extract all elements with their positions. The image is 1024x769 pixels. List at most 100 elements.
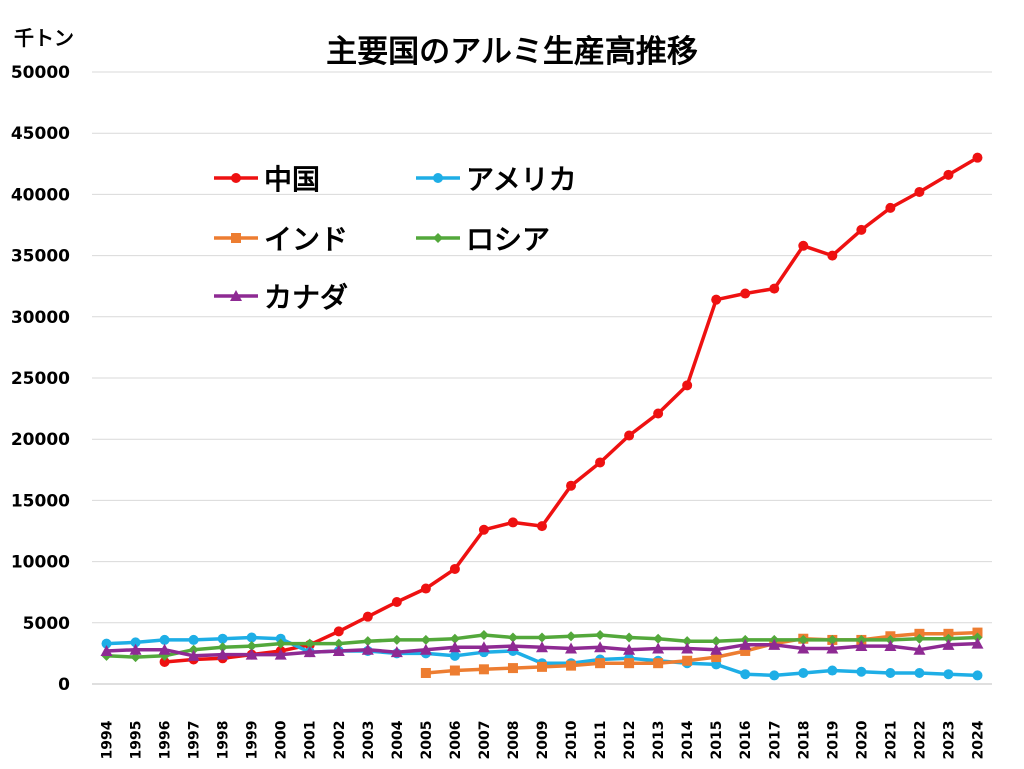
data-point [827,665,838,676]
x-tick-label: 1994 [100,720,116,759]
data-point [217,642,228,653]
data-point [478,524,489,535]
y-tick-label: 25000 [11,369,70,389]
data-point [478,630,489,641]
legend-label-india: インド [264,223,349,256]
data-point [971,637,984,649]
data-point [943,669,954,680]
data-point [942,638,955,650]
data-point [653,408,664,419]
data-point [231,233,241,243]
data-point [216,648,229,660]
data-point [943,169,954,180]
legend-label-canada: カナダ [264,281,349,314]
data-point [448,641,461,653]
data-point [653,633,664,644]
data-point [740,645,751,656]
data-point [566,660,577,671]
y-tick-label: 15000 [11,491,70,511]
data-point [274,648,287,660]
data-point [537,632,547,643]
data-point [972,632,983,643]
data-point [303,646,316,658]
x-tick-label: 1999 [245,721,261,760]
data-point [231,173,241,183]
data-point [246,641,257,652]
data-point [275,638,286,649]
data-point [595,658,606,669]
x-tick-label: 2023 [941,721,957,760]
data-point [856,634,867,645]
y-axis-tick-labels: 0 5000 10000 15000 20000 25000 30000 35000 40000… [11,63,70,695]
legend-item-china: 中国 [212,160,320,196]
legend-swatch-india [214,233,258,243]
data-point [914,667,925,678]
x-tick-label: 2000 [274,720,290,759]
x-tick-label: 2007 [477,721,493,760]
data-point [433,233,443,243]
data-point [536,641,548,653]
x-tick-label: 2001 [303,721,319,760]
x-tick-label: 2017 [767,721,783,760]
legend-item-usa: アメリカ [414,160,577,196]
data-point [362,611,373,622]
x-tick-label: 1998 [216,721,232,760]
data-point [420,634,431,645]
x-tick-label: 2015 [709,721,725,760]
x-tick-label: 2024 [970,720,986,759]
data-point [884,640,897,652]
data-point [681,642,694,654]
data-point [333,626,344,637]
data-point [768,638,781,650]
x-tick-label: 1996 [158,721,174,760]
data-point [739,638,752,650]
legend: 中国 アメリカ インド ロシア カナダ [212,160,632,320]
x-tick-label: 2011 [593,721,609,760]
data-point [449,665,460,676]
data-point [624,430,635,441]
data-point [449,650,460,661]
x-tick-label: 2019 [825,721,841,760]
x-tick-label: 2022 [912,721,928,760]
data-point [972,670,983,681]
y-tick-label: 5000 [23,614,70,634]
data-point [914,633,925,644]
data-point [245,648,258,660]
data-point [100,644,113,656]
data-point [230,290,242,301]
data-point [885,667,896,678]
data-point [624,658,635,669]
data-point [332,644,345,656]
data-point [710,643,723,655]
data-point [159,656,170,667]
data-point [537,521,547,532]
data-point [188,644,199,655]
x-tick-label: 2009 [535,721,551,760]
data-point [130,637,141,648]
data-point [856,224,867,235]
data-point [798,240,809,251]
data-point [652,642,665,654]
data-point [391,634,402,645]
x-tick-label: 2008 [506,721,522,760]
legend-item-canada: カナダ [212,278,348,314]
data-point [972,152,983,163]
data-point [740,288,751,299]
data-point [885,202,896,213]
data-point [333,638,344,649]
data-point [362,636,373,647]
x-tick-label: 2021 [883,721,899,760]
data-point [566,480,577,491]
data-point [798,667,809,678]
data-point [653,658,664,669]
x-tick-label: 2006 [448,721,464,760]
data-point [856,666,867,677]
x-tick-label: 2010 [564,720,580,759]
data-point [390,646,403,658]
data-point [101,638,112,649]
data-point [913,643,926,655]
data-point [624,632,635,643]
gridlines [92,71,992,624]
x-tick-label: 1997 [187,721,203,760]
legend-label-usa: アメリカ [466,163,577,196]
